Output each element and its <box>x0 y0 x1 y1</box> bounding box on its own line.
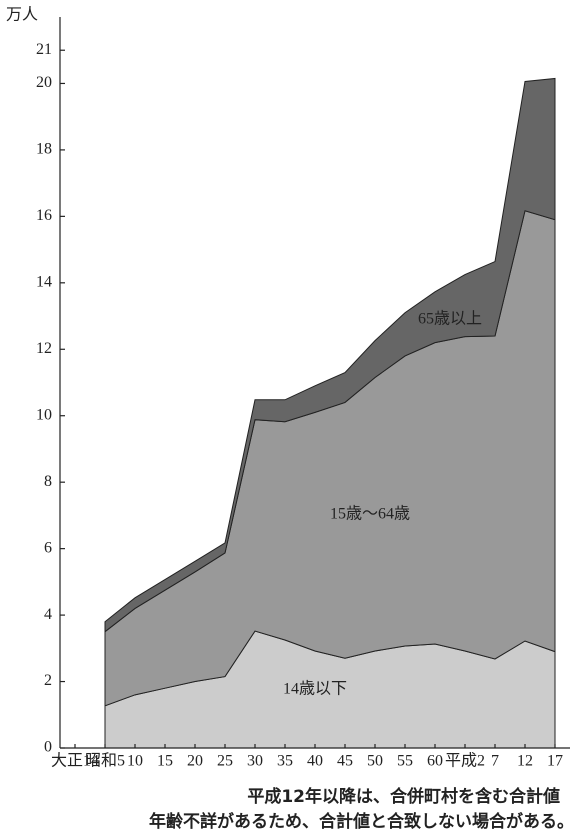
x-tick-label: 昭和5 <box>85 752 125 770</box>
y-tick-label: 4 <box>44 606 52 623</box>
y-tick-label: 20 <box>36 74 52 91</box>
x-tick-label: 20 <box>187 753 203 770</box>
area <box>104 77 556 633</box>
note: 平成12年以降は、合併町村を含む合計値 <box>247 786 560 807</box>
y-tick-label: 10 <box>36 406 52 423</box>
y-tick-label: 6 <box>44 539 52 556</box>
y-unit: 万人 <box>6 6 38 24</box>
series-label: 15歳～64歳 <box>330 505 410 523</box>
x-tick-label: 10 <box>127 753 143 770</box>
x-tick-label: 55 <box>397 753 413 770</box>
x-tick-label: 45 <box>337 753 353 770</box>
x-tick-label: 平成2 <box>445 752 485 770</box>
series-label: 14歳以下 <box>283 680 347 698</box>
x-tick-label: 7 <box>491 753 499 770</box>
x-tick-label: 15 <box>157 753 173 770</box>
y-tick-label: 21 <box>36 41 52 58</box>
x-tick-label: 25 <box>217 753 233 770</box>
y-tick-label: 16 <box>36 207 52 224</box>
x-tick-label: 12 <box>517 753 533 770</box>
y-tick-label: 14 <box>36 273 52 290</box>
x-tick-label: 17 <box>547 753 563 770</box>
x-tick-label: 50 <box>367 753 383 770</box>
series-label: 65歳以上 <box>418 310 482 328</box>
x-tick-label: 60 <box>427 753 443 770</box>
y-tick-label: 18 <box>36 141 52 158</box>
y-tick-label: 8 <box>44 473 52 490</box>
x-tick-label: 40 <box>307 753 323 770</box>
y-tick-label: 0 <box>44 739 52 756</box>
y-tick-label: 2 <box>44 672 52 689</box>
y-tick-label: 12 <box>36 340 52 357</box>
note: 年齢不詳があるため、合計値と合致しない場合がある。 <box>149 811 574 832</box>
x-tick-label: 35 <box>277 753 293 770</box>
x-tick-label: 大正14 <box>51 752 99 770</box>
x-tick-label: 30 <box>247 753 263 770</box>
